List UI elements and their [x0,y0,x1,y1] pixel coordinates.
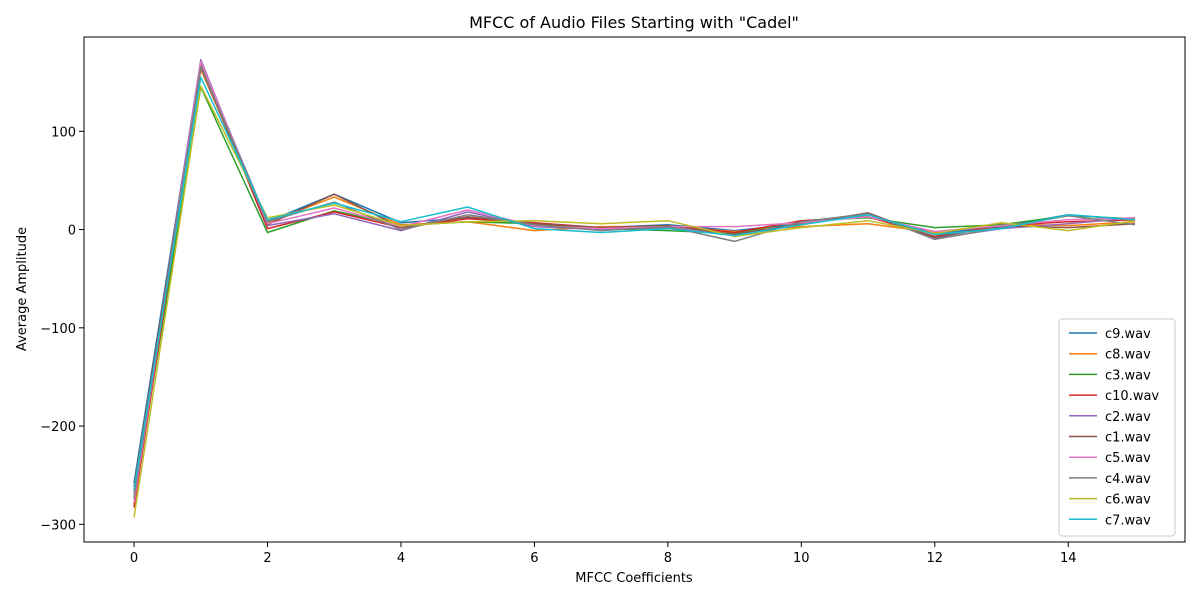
x-tick-label: 4 [397,551,405,566]
x-tick-label: 14 [1060,551,1077,566]
plot-lines [133,58,1136,518]
series-line-c3 [133,86,1136,500]
x-tick-label: 0 [130,551,138,566]
legend: c9.wav c8.wav c3.wav c10.wav c2.wav c1.wav c5.… [1058,318,1176,537]
y-axis-label: Average Amplitude [15,227,30,351]
y-tick-label: −200 [40,420,76,435]
chart-title: MFCC of Audio Files Starting with "Cadel… [469,13,799,32]
legend-label-c2: c2.wav [1105,410,1151,425]
series-line-c10 [133,64,1136,508]
y-tick-label: 100 [51,125,76,140]
y-tick-label: −100 [40,322,76,337]
x-axis-label: MFCC Coefficients [575,571,693,586]
series-line-c8 [133,68,1136,505]
legend-label-c10: c10.wav [1105,389,1159,404]
x-tick-label: 12 [926,551,943,566]
y-axis-ticks: −300 −200 −100 0 100 [40,125,84,533]
series-line-c2 [133,58,1136,494]
legend-label-c6: c6.wav [1105,493,1151,508]
plot-frame [83,36,1186,543]
y-tick-label: −300 [40,518,76,533]
legend-label-c3: c3.wav [1105,368,1151,383]
legend-label-c5: c5.wav [1105,451,1151,466]
legend-label-c8: c8.wav [1105,348,1151,363]
series-line-c1 [133,66,1136,488]
series-line-c6 [133,85,1136,518]
x-tick-label: 2 [263,551,271,566]
y-tick-label: 0 [68,224,76,239]
series-line-c4 [133,65,1136,497]
legend-label-c1: c1.wav [1105,431,1151,446]
series-line-c9 [133,61,1136,484]
x-axis-ticks: 0 2 4 6 8 10 12 14 [130,542,1077,566]
x-tick-label: 6 [530,551,538,566]
series-line-c5 [133,60,1136,503]
legend-label-c9: c9.wav [1105,327,1151,342]
legend-box [1058,318,1176,537]
legend-label-c4: c4.wav [1105,472,1151,487]
x-tick-label: 8 [664,551,672,566]
legend-label-c7: c7.wav [1105,513,1151,528]
series-line-c7 [133,76,1136,491]
x-tick-label: 10 [793,551,810,566]
